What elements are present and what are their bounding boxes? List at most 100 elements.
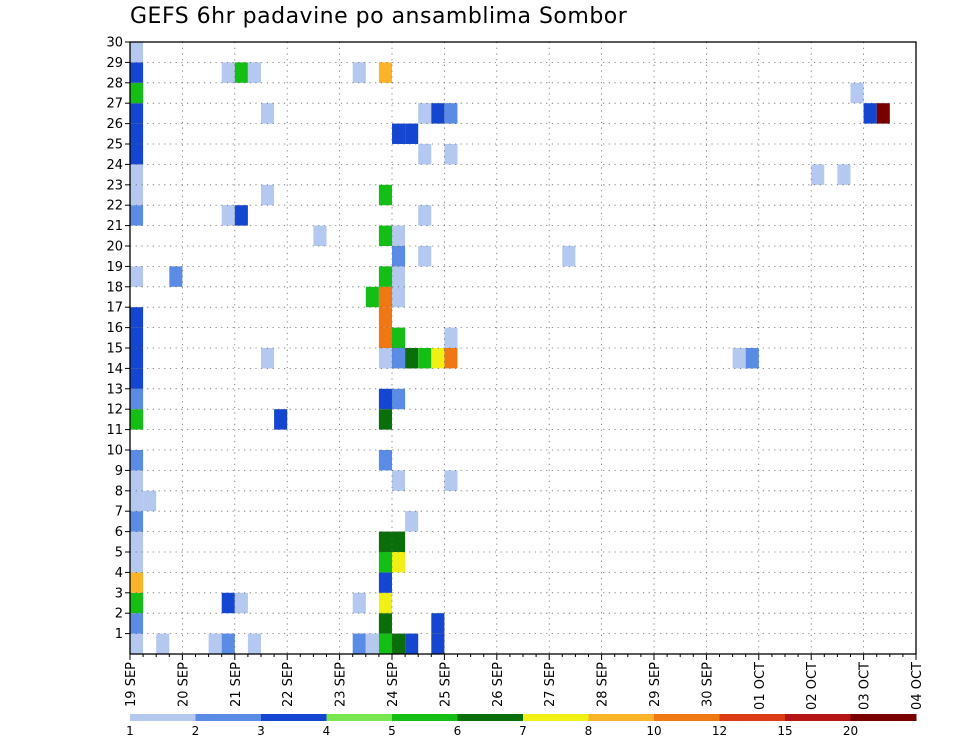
colorbar-swatch	[392, 714, 458, 721]
heatmap-cell	[221, 592, 235, 614]
y-tick-label: 25	[106, 138, 123, 153]
heatmap-cell	[130, 633, 144, 654]
heatmap-cell	[837, 164, 851, 185]
heatmap-cell	[130, 572, 144, 593]
heatmap-cell	[392, 633, 406, 654]
heatmap-cell	[352, 633, 366, 654]
heatmap-cell	[405, 123, 419, 144]
heatmap-cell	[418, 205, 432, 226]
heatmap-cell	[130, 552, 144, 573]
heatmap-cell	[444, 103, 458, 124]
heatmap-cell	[405, 633, 419, 654]
heatmap-cell	[156, 633, 170, 654]
heatmap-cell	[392, 348, 406, 369]
heatmap-cell	[352, 592, 366, 614]
heatmap-cell	[378, 225, 392, 246]
heatmap-cell	[745, 348, 759, 369]
heatmap-cell	[130, 327, 144, 348]
heatmap-cell	[850, 82, 864, 104]
heatmap-cell	[378, 184, 392, 206]
heatmap-cell	[130, 205, 144, 226]
heatmap-cell	[378, 450, 392, 471]
y-tick-label: 16	[106, 321, 123, 336]
x-tick-label: 27 SEP	[543, 662, 558, 707]
heatmap-cell	[431, 633, 445, 654]
heatmap-cell	[378, 307, 392, 328]
y-tick-label: 26	[106, 117, 123, 132]
x-tick-label: 04 OCT	[910, 662, 925, 710]
heatmap-cell	[444, 470, 458, 491]
heatmap-cell	[130, 144, 144, 165]
colorbar-label: 1	[126, 724, 134, 738]
heatmap-cell	[405, 511, 419, 532]
heatmap-cell	[221, 205, 235, 226]
y-tick-label: 9	[115, 464, 123, 479]
heatmap-cell	[352, 62, 366, 83]
heatmap-cell	[378, 572, 392, 593]
heatmap-cell	[378, 552, 392, 573]
chart-title: GEFS 6hr padavine po ansamblima Sombor	[130, 4, 628, 29]
heatmap-cell	[392, 286, 406, 308]
heatmap-cell	[130, 409, 144, 430]
colorbar-label: 12	[712, 724, 727, 738]
x-tick-label: 26 SEP	[491, 662, 506, 707]
colorbar-label: 5	[388, 724, 396, 738]
heatmap-cell	[444, 348, 458, 369]
colorbar-swatch	[523, 714, 589, 721]
x-tick-label: 23 SEP	[334, 662, 349, 707]
y-tick-label: 12	[106, 403, 123, 418]
y-tick-label: 23	[106, 178, 123, 193]
heatmap-cell	[130, 123, 144, 144]
heatmap-cell	[130, 388, 144, 410]
heatmap-cell	[811, 164, 825, 185]
x-tick-label: 03 OCT	[858, 662, 873, 710]
heatmap-cell	[431, 348, 445, 369]
colorbar-swatch	[588, 714, 655, 721]
y-tick-label: 27	[106, 97, 123, 112]
x-tick-label: 20 SEP	[176, 662, 191, 707]
heatmap-cell	[392, 388, 406, 410]
heatmap-cell	[392, 225, 406, 246]
heatmap-cell	[418, 103, 432, 124]
y-tick-label: 22	[106, 199, 123, 214]
heatmap-cell	[130, 164, 144, 185]
heatmap-cell	[130, 368, 144, 389]
heatmap-cell	[130, 184, 144, 206]
heatmap-cell	[392, 531, 406, 552]
heatmap-cell	[313, 225, 327, 246]
heatmap-cell	[130, 450, 144, 471]
heatmap-cell	[234, 62, 248, 83]
x-tick-label: 19 SEP	[124, 662, 139, 707]
heatmap-cell	[234, 205, 248, 226]
heatmap-cell	[378, 348, 392, 369]
heatmap-cell	[130, 307, 144, 328]
y-tick-label: 3	[115, 586, 123, 601]
x-tick-label: 01 OCT	[753, 662, 768, 710]
colorbar-swatch	[130, 714, 196, 721]
heatmap-cell	[732, 348, 746, 369]
heatmap-cell	[261, 348, 275, 369]
x-tick-label: 02 OCT	[805, 662, 820, 710]
colorbar-swatch	[261, 714, 327, 721]
heatmap-cell	[418, 246, 432, 267]
x-tick-label: 28 SEP	[596, 662, 611, 707]
x-tick-label: 29 SEP	[648, 662, 663, 707]
grid-lines	[130, 42, 916, 654]
heatmap-cell	[392, 327, 406, 348]
heatmap-cell	[365, 286, 379, 308]
heatmap-cell	[418, 144, 432, 165]
heatmap-cell	[562, 246, 576, 267]
heatmap-cell	[392, 266, 406, 287]
x-tick-label: 30 SEP	[700, 662, 715, 707]
heatmap-cell	[405, 348, 419, 369]
colorbar-label: 20	[843, 724, 858, 738]
heatmap-cell	[130, 62, 144, 83]
y-tick-label: 4	[115, 566, 123, 581]
heatmap-cell	[130, 266, 144, 287]
heatmap-cell	[365, 633, 379, 654]
heatmap-cell	[378, 266, 392, 287]
y-tick-label: 10	[106, 444, 123, 459]
heatmap-cell	[130, 511, 144, 532]
heatmap-cell	[130, 42, 144, 63]
